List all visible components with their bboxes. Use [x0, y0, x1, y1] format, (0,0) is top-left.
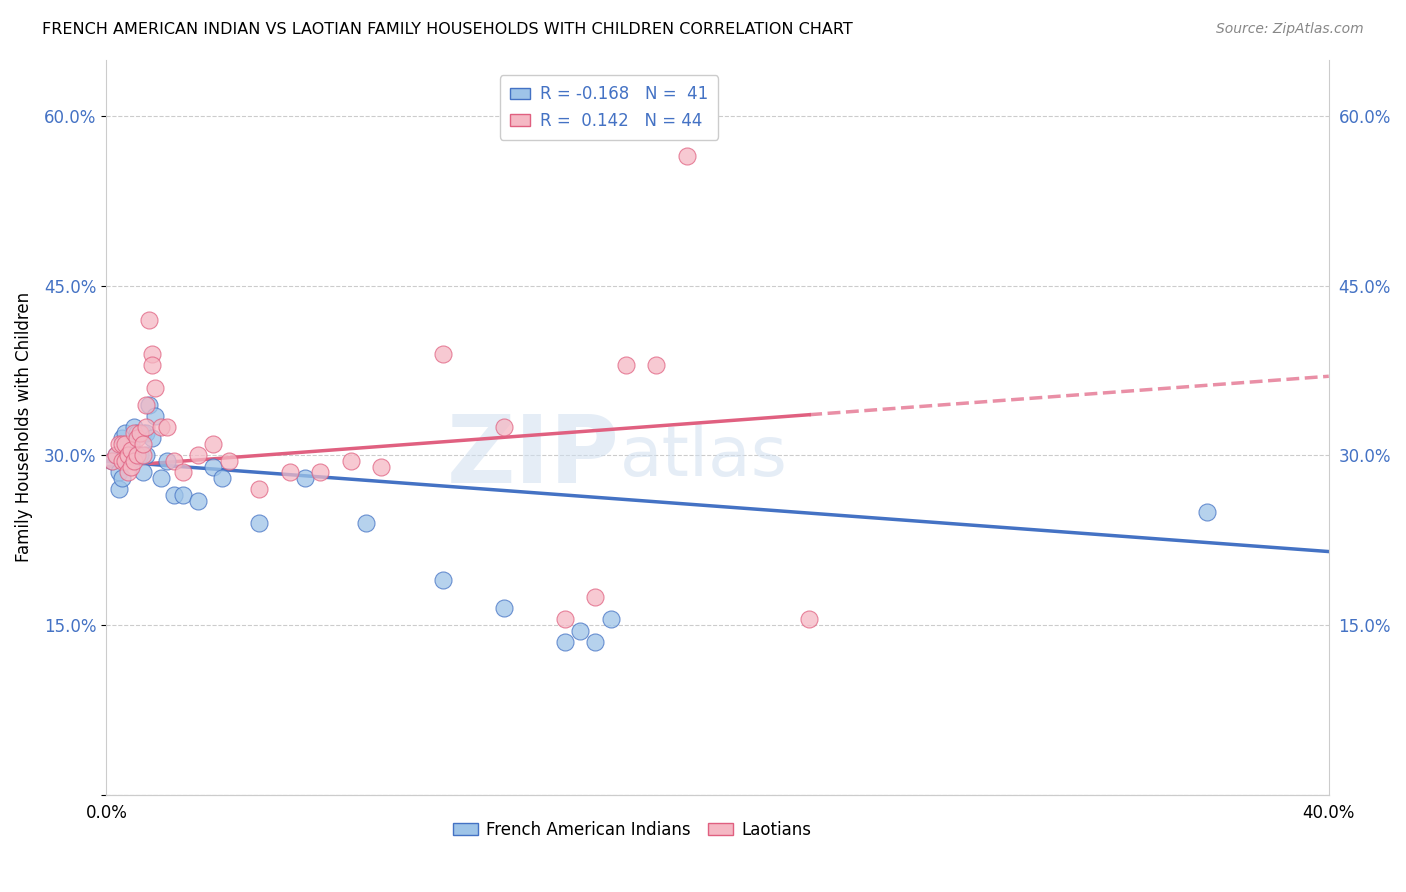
Text: ZIP: ZIP: [447, 410, 620, 502]
Point: [138, 398, 160, 412]
Point: [218, 454, 240, 468]
Point: [117, 437, 139, 451]
Point: [125, 432, 148, 446]
Point: [141, 346, 163, 360]
Point: [150, 420, 173, 434]
Text: FRENCH AMERICAN INDIAN VS LAOTIAN FAMILY HOUSEHOLDS WITH CHILDREN CORRELATION CH: FRENCH AMERICAN INDIAN VS LAOTIAN FAMILY…: [42, 22, 853, 37]
Point: [129, 449, 152, 463]
Point: [187, 449, 209, 463]
Point: [132, 437, 155, 451]
Point: [135, 420, 157, 434]
Point: [117, 449, 139, 463]
Point: [107, 483, 129, 497]
Point: [156, 420, 179, 434]
Point: [187, 493, 209, 508]
Point: [122, 425, 145, 440]
Point: [150, 471, 173, 485]
Point: [676, 149, 699, 163]
Point: [202, 459, 225, 474]
Point: [104, 449, 127, 463]
Y-axis label: Family Households with Children: Family Households with Children: [15, 292, 32, 562]
Point: [599, 612, 621, 626]
Point: [156, 454, 179, 468]
Point: [107, 466, 129, 480]
Point: [104, 449, 127, 463]
Point: [114, 437, 136, 451]
Point: [583, 635, 606, 649]
Point: [202, 437, 225, 451]
Point: [247, 516, 270, 531]
Point: [645, 358, 668, 372]
Point: [143, 409, 166, 423]
Point: [138, 312, 160, 326]
Point: [132, 449, 155, 463]
Point: [120, 454, 142, 468]
Point: [492, 601, 515, 615]
Point: [569, 624, 592, 638]
Point: [554, 612, 576, 626]
Point: [117, 449, 139, 463]
Point: [799, 612, 821, 626]
Point: [354, 516, 377, 531]
Point: [247, 483, 270, 497]
Point: [1195, 505, 1218, 519]
Point: [132, 466, 155, 480]
Legend: French American Indians, Laotians: French American Indians, Laotians: [446, 814, 818, 846]
Point: [110, 471, 132, 485]
Point: [122, 449, 145, 463]
Point: [309, 466, 332, 480]
Point: [110, 437, 132, 451]
Point: [120, 442, 142, 457]
Text: Source: ZipAtlas.com: Source: ZipAtlas.com: [1216, 22, 1364, 37]
Point: [125, 449, 148, 463]
Point: [294, 471, 316, 485]
Point: [135, 425, 157, 440]
Point: [141, 358, 163, 372]
Point: [101, 454, 124, 468]
Text: atlas: atlas: [620, 423, 787, 490]
Point: [141, 432, 163, 446]
Point: [370, 459, 392, 474]
Point: [614, 358, 637, 372]
Point: [117, 466, 139, 480]
Point: [132, 425, 155, 440]
Point: [122, 420, 145, 434]
Point: [122, 454, 145, 468]
Point: [143, 380, 166, 394]
Point: [278, 466, 301, 480]
Point: [162, 454, 184, 468]
Point: [114, 454, 136, 468]
Point: [554, 635, 576, 649]
Point: [107, 437, 129, 451]
Point: [172, 488, 194, 502]
Point: [110, 432, 132, 446]
Point: [101, 454, 124, 468]
Point: [114, 425, 136, 440]
Point: [135, 398, 157, 412]
Point: [432, 346, 454, 360]
Point: [125, 425, 148, 440]
Point: [120, 437, 142, 451]
Point: [110, 454, 132, 468]
Point: [492, 420, 515, 434]
Point: [211, 471, 233, 485]
Point: [125, 449, 148, 463]
Point: [120, 459, 142, 474]
Point: [135, 449, 157, 463]
Point: [432, 573, 454, 587]
Point: [583, 590, 606, 604]
Point: [114, 449, 136, 463]
Point: [172, 466, 194, 480]
Point: [162, 488, 184, 502]
Point: [340, 454, 363, 468]
Point: [129, 425, 152, 440]
